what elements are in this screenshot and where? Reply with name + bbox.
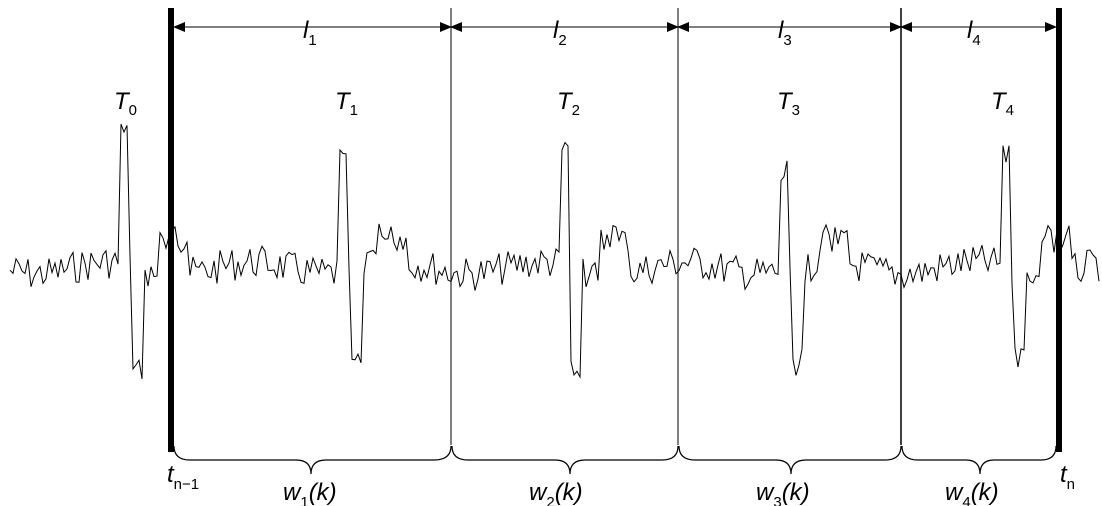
length-label-2: l2 <box>553 17 567 49</box>
brace-w2 <box>451 445 679 475</box>
time-label-start: tn−1 <box>167 461 199 493</box>
brace-w4 <box>901 445 1057 475</box>
length-label-4: l4 <box>967 17 981 49</box>
window-label-4: w4(k) <box>945 479 999 506</box>
beat-label-3: T3 <box>777 88 800 119</box>
window-label-3: w3(k) <box>756 479 810 506</box>
signal-trace <box>9 123 1100 379</box>
window-label-2: w2(k) <box>529 479 583 506</box>
length-label-3: l3 <box>778 17 792 49</box>
brace-w1 <box>173 445 452 475</box>
beat-label-2: T2 <box>557 88 580 119</box>
time-label-end: tn <box>1060 461 1075 493</box>
length-label-1: l1 <box>303 17 317 49</box>
beat-label-4: T4 <box>991 88 1014 119</box>
beat-label-1: T1 <box>335 88 358 119</box>
window-label-1: w1(k) <box>283 479 337 506</box>
beat-label-0: T0 <box>114 88 137 119</box>
window-braces <box>173 445 1057 475</box>
brace-w3 <box>678 445 902 475</box>
